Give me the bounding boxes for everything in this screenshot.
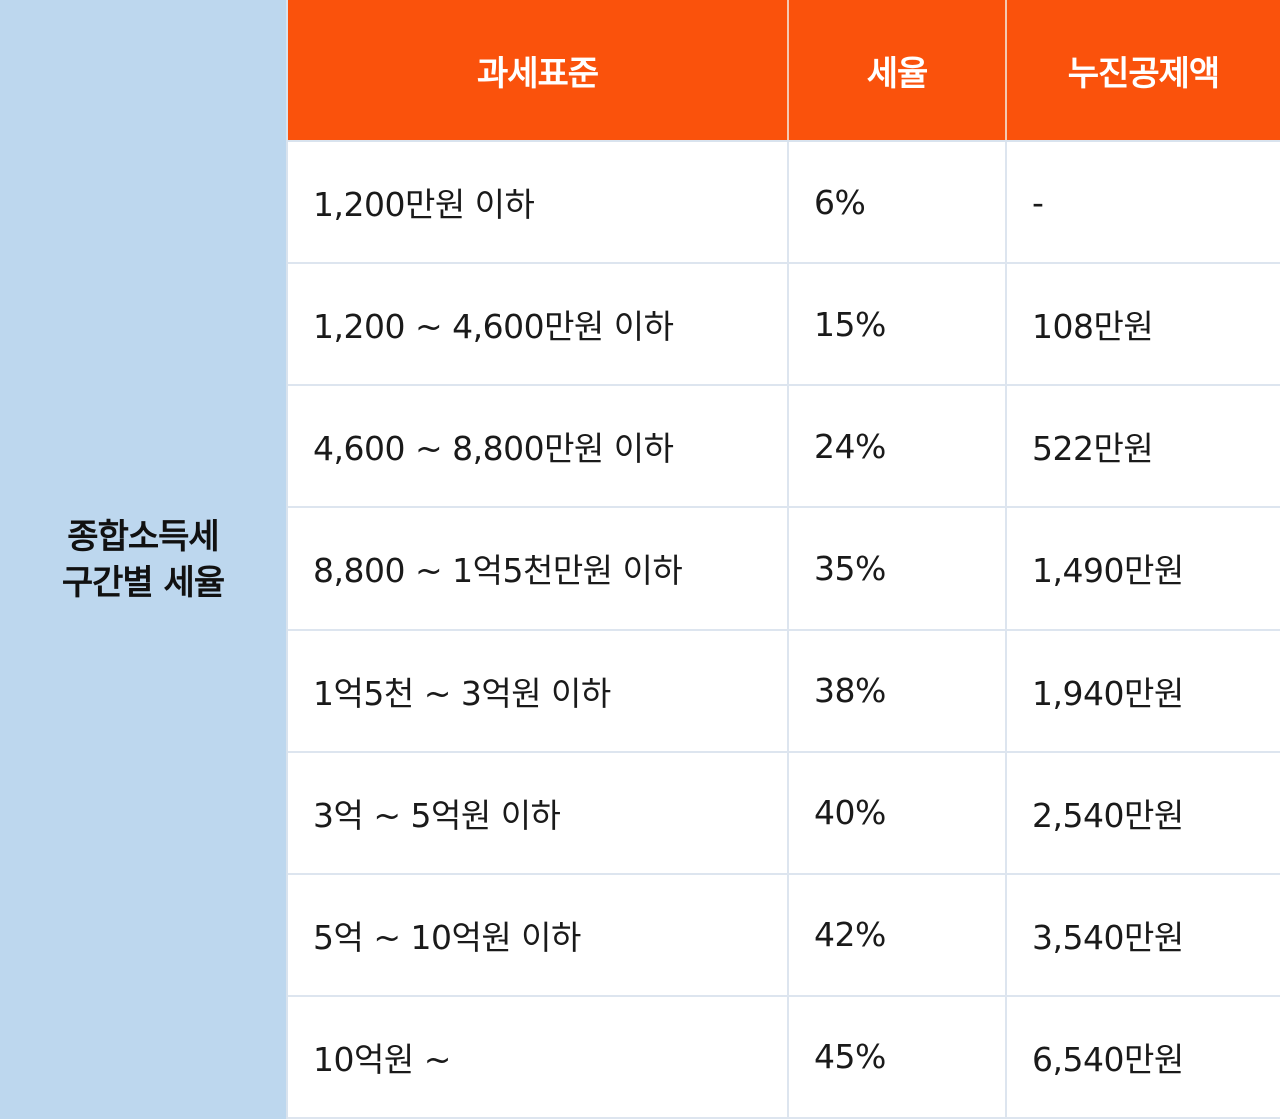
cell-tax-base: 10억원 ~ bbox=[288, 995, 788, 1119]
table-row: 1,200 ~ 4,600만원 이하 15% 108만원 bbox=[288, 263, 1280, 387]
header-progressive-deduction: 누진공제액 bbox=[1005, 0, 1280, 142]
cell-tax-base: 8,800 ~ 1억5천만원 이하 bbox=[288, 507, 788, 631]
cell-deduction: 522만원 bbox=[1005, 385, 1280, 509]
cell-tax-base: 1,200만원 이하 bbox=[288, 141, 788, 265]
side-label-panel: 종합소득세 구간별 세율 bbox=[0, 0, 288, 1119]
cell-tax-rate: 45% bbox=[787, 995, 1006, 1119]
cell-tax-rate: 42% bbox=[787, 873, 1006, 997]
table-row: 3억 ~ 5억원 이하 40% 2,540만원 bbox=[288, 751, 1280, 875]
side-title: 종합소득세 구간별 세율 bbox=[61, 514, 225, 606]
side-title-line1: 종합소득세 bbox=[67, 516, 219, 557]
table-row: 5억 ~ 10억원 이하 42% 3,540만원 bbox=[288, 873, 1280, 997]
cell-tax-rate: 15% bbox=[787, 263, 1006, 387]
header-tax-base: 과세표준 bbox=[288, 0, 788, 142]
cell-tax-rate: 38% bbox=[787, 629, 1006, 753]
cell-deduction: 2,540만원 bbox=[1005, 751, 1280, 875]
table-row: 4,600 ~ 8,800만원 이하 24% 522만원 bbox=[288, 385, 1280, 509]
cell-deduction: 108만원 bbox=[1005, 263, 1280, 387]
table-row: 1억5천 ~ 3억원 이하 38% 1,940만원 bbox=[288, 629, 1280, 753]
cell-tax-base: 5억 ~ 10억원 이하 bbox=[288, 873, 788, 997]
cell-tax-base: 1,200 ~ 4,600만원 이하 bbox=[288, 263, 788, 387]
cell-tax-base: 4,600 ~ 8,800만원 이하 bbox=[288, 385, 788, 509]
header-tax-rate: 세율 bbox=[787, 0, 1006, 142]
side-title-line2: 구간별 세율 bbox=[61, 562, 225, 603]
table-row: 8,800 ~ 1억5천만원 이하 35% 1,490만원 bbox=[288, 507, 1280, 631]
tax-rate-table: 과세표준 세율 누진공제액 1,200만원 이하 6% - 1,200 ~ 4,… bbox=[288, 0, 1280, 1119]
cell-deduction: 1,940만원 bbox=[1005, 629, 1280, 753]
cell-tax-rate: 35% bbox=[787, 507, 1006, 631]
cell-deduction: - bbox=[1005, 141, 1280, 265]
cell-deduction: 6,540만원 bbox=[1005, 995, 1280, 1119]
cell-tax-base: 3억 ~ 5억원 이하 bbox=[288, 751, 788, 875]
table-header-row: 과세표준 세율 누진공제액 bbox=[288, 0, 1280, 142]
cell-tax-base: 1억5천 ~ 3억원 이하 bbox=[288, 629, 788, 753]
table-row: 1,200만원 이하 6% - bbox=[288, 141, 1280, 265]
table-row: 10억원 ~ 45% 6,540만원 bbox=[288, 995, 1280, 1119]
cell-tax-rate: 24% bbox=[787, 385, 1006, 509]
cell-tax-rate: 6% bbox=[787, 141, 1006, 265]
cell-deduction: 3,540만원 bbox=[1005, 873, 1280, 997]
cell-deduction: 1,490만원 bbox=[1005, 507, 1280, 631]
cell-tax-rate: 40% bbox=[787, 751, 1006, 875]
